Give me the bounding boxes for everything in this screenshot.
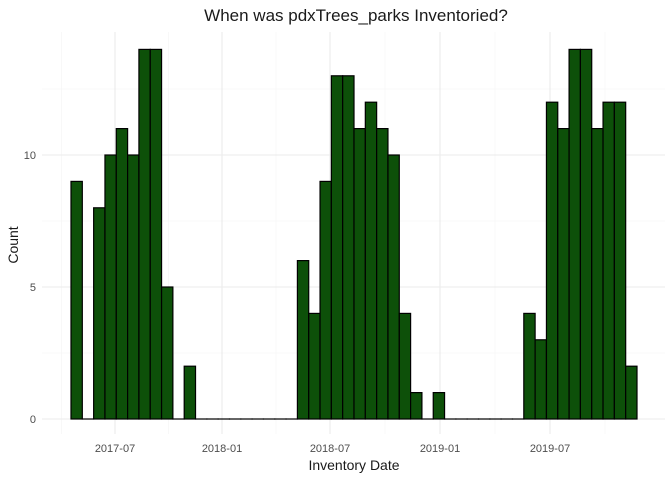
bars	[70, 48, 638, 420]
histogram-bar	[330, 75, 344, 420]
histogram-bar	[138, 48, 151, 420]
histogram-bar	[115, 128, 129, 420]
histogram-bar	[342, 75, 355, 420]
histogram-bar	[523, 312, 536, 420]
histogram-bar	[104, 154, 117, 420]
x-axis-ticks: 2017-07 2018-01 2018-07 2019-01 2019-07	[95, 443, 570, 455]
histogram-bar	[410, 392, 423, 420]
x-tick-label: 2019-01	[420, 443, 460, 455]
histogram-bar	[70, 180, 83, 420]
x-axis-title: Inventory Date	[308, 457, 399, 473]
histogram-bar	[149, 48, 163, 420]
y-tick-label: 0	[30, 414, 36, 426]
histogram-bar	[376, 128, 389, 420]
histogram-bar	[296, 260, 310, 420]
y-tick-label: 10	[24, 150, 36, 162]
histogram-bar	[591, 128, 604, 420]
histogram-bar	[625, 365, 638, 420]
histogram-bar	[126, 154, 140, 420]
histogram-bar	[183, 365, 197, 420]
histogram-bar	[160, 286, 174, 420]
histogram-bar	[308, 312, 321, 420]
x-tick-label: 2019-07	[530, 443, 570, 455]
histogram-bar	[557, 128, 570, 420]
histogram-bar	[545, 101, 559, 420]
chart-title: When was pdxTrees_parks Inventoried?	[204, 6, 508, 25]
histogram-bar	[387, 154, 400, 420]
x-tick-label: 2018-01	[202, 443, 242, 455]
histogram-bar	[602, 101, 615, 420]
y-axis-ticks: 0 5 10	[24, 150, 36, 426]
y-axis-title: Count	[5, 226, 21, 263]
histogram-bar	[93, 207, 106, 420]
histogram-bar	[613, 101, 627, 420]
histogram-bar	[364, 101, 378, 420]
histogram-bar	[579, 48, 593, 420]
histogram-bar	[432, 392, 446, 420]
x-tick-label: 2017-07	[95, 443, 135, 455]
x-tick-label: 2018-07	[310, 443, 350, 455]
histogram-bar	[398, 312, 412, 420]
histogram-bar	[568, 48, 582, 420]
histogram-bar	[534, 339, 548, 420]
histogram-bar	[319, 180, 332, 420]
histogram-bar	[353, 128, 366, 420]
y-tick-label: 5	[30, 282, 36, 294]
